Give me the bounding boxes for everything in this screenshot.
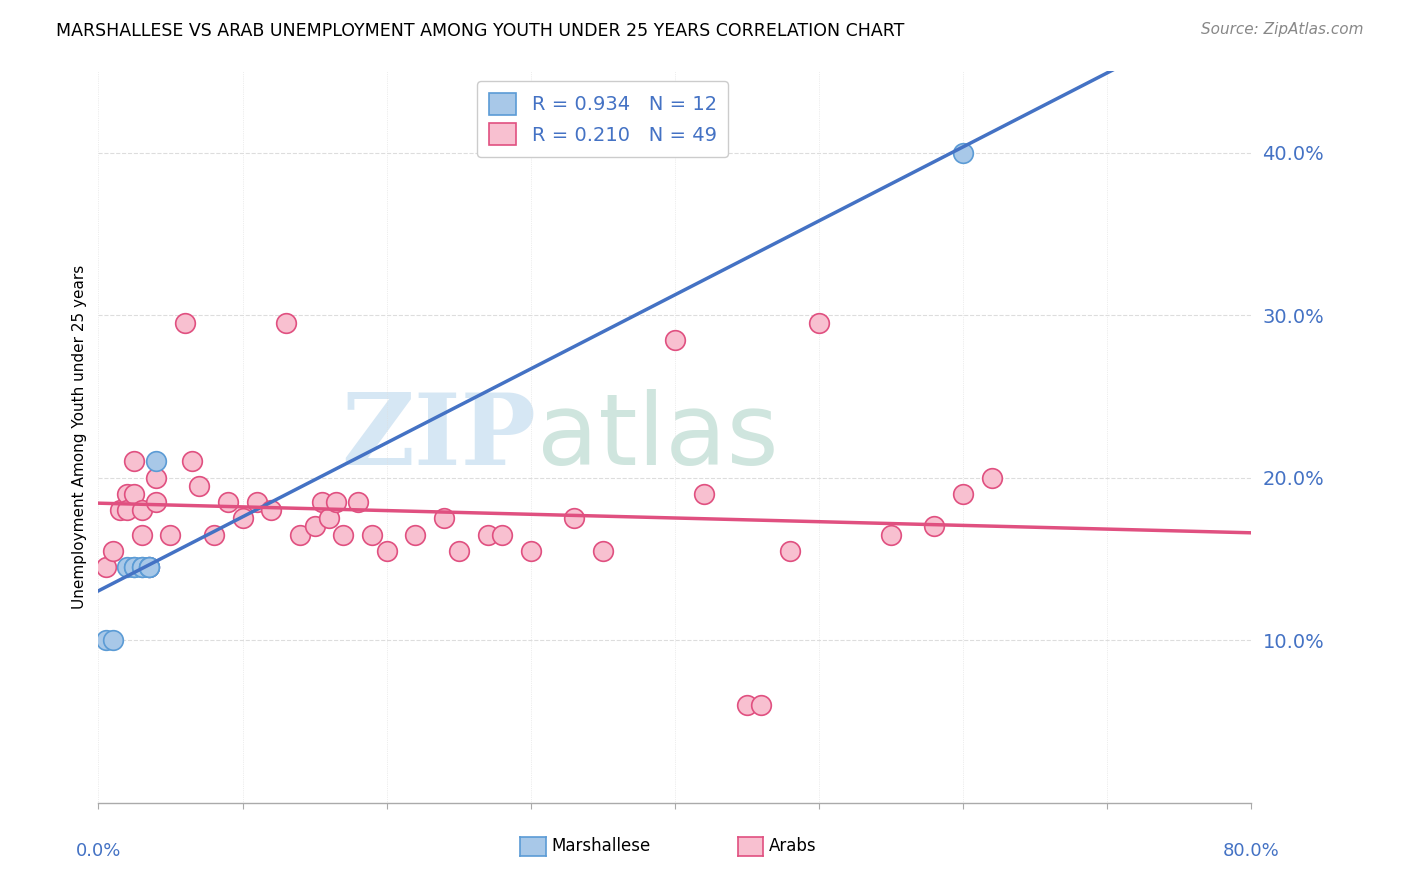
Point xyxy=(101,633,124,648)
Point xyxy=(246,495,269,509)
Point xyxy=(159,527,181,541)
Point xyxy=(290,527,312,541)
Point xyxy=(405,527,427,541)
Point xyxy=(520,544,543,558)
Point xyxy=(880,527,903,541)
Point xyxy=(117,560,139,574)
Point xyxy=(952,487,974,501)
Point xyxy=(108,503,131,517)
Point xyxy=(447,544,470,558)
Point xyxy=(202,527,225,541)
Legend: R = 0.934   N = 12, R = 0.210   N = 49: R = 0.934 N = 12, R = 0.210 N = 49 xyxy=(477,81,728,157)
Point xyxy=(231,511,254,525)
Point xyxy=(491,527,513,541)
Point xyxy=(174,316,197,330)
Point xyxy=(361,527,384,541)
Point xyxy=(181,454,204,468)
Point xyxy=(145,454,167,468)
Point xyxy=(562,511,585,525)
Point xyxy=(325,495,347,509)
Point xyxy=(592,544,614,558)
Text: MARSHALLESE VS ARAB UNEMPLOYMENT AMONG YOUTH UNDER 25 YEARS CORRELATION CHART: MARSHALLESE VS ARAB UNEMPLOYMENT AMONG Y… xyxy=(56,22,904,40)
Point xyxy=(131,503,153,517)
Point xyxy=(274,316,297,330)
Point xyxy=(477,527,499,541)
Point xyxy=(131,560,153,574)
Point xyxy=(304,519,326,533)
Point xyxy=(217,495,239,509)
Point xyxy=(346,495,368,509)
Point xyxy=(94,560,117,574)
Text: ZIP: ZIP xyxy=(342,389,537,485)
Point xyxy=(664,333,686,347)
Point xyxy=(117,487,139,501)
Point xyxy=(188,479,211,493)
Point xyxy=(138,560,160,574)
Point xyxy=(117,503,139,517)
Point xyxy=(101,544,124,558)
Text: Arabs: Arabs xyxy=(769,837,817,855)
Point xyxy=(124,560,146,574)
Y-axis label: Unemployment Among Youth under 25 years: Unemployment Among Youth under 25 years xyxy=(72,265,87,609)
Point xyxy=(924,519,946,533)
Point xyxy=(779,544,801,558)
Point xyxy=(311,495,333,509)
Point xyxy=(332,527,354,541)
Point xyxy=(131,527,153,541)
Point xyxy=(318,511,340,525)
Point xyxy=(138,560,160,574)
Point xyxy=(131,560,153,574)
Point xyxy=(808,316,831,330)
Point xyxy=(124,454,146,468)
Point xyxy=(952,145,974,160)
Text: Source: ZipAtlas.com: Source: ZipAtlas.com xyxy=(1201,22,1364,37)
Point xyxy=(375,544,398,558)
Point xyxy=(433,511,456,525)
Point xyxy=(124,560,146,574)
Point xyxy=(124,487,146,501)
Point xyxy=(138,560,160,574)
Point xyxy=(735,698,758,713)
Text: 80.0%: 80.0% xyxy=(1223,842,1279,860)
Point xyxy=(751,698,773,713)
Point xyxy=(145,471,167,485)
Point xyxy=(94,633,117,648)
Point xyxy=(981,471,1004,485)
Point xyxy=(138,560,160,574)
Point xyxy=(693,487,716,501)
Text: Marshallese: Marshallese xyxy=(551,837,651,855)
Text: 0.0%: 0.0% xyxy=(76,842,121,860)
Text: atlas: atlas xyxy=(537,389,778,485)
Point xyxy=(260,503,283,517)
Point xyxy=(145,495,167,509)
